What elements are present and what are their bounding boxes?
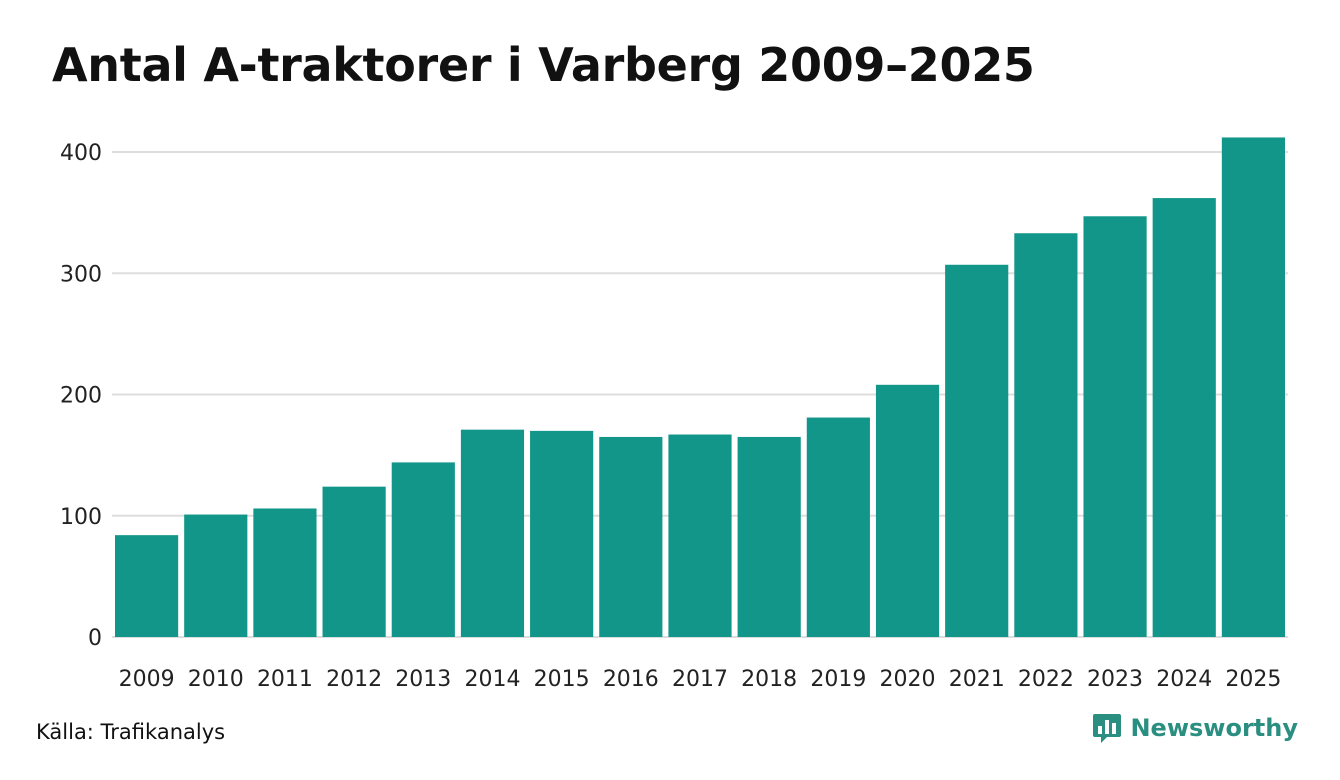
x-tick-label: 2020 <box>880 667 936 692</box>
bar-2013 <box>391 462 455 637</box>
bar-2021 <box>945 264 1009 637</box>
x-tick-label: 2014 <box>464 667 520 692</box>
bar-2009 <box>115 535 179 637</box>
bar-2018 <box>737 436 801 637</box>
x-tick-label: 2012 <box>326 667 382 692</box>
source-note: Källa: Trafikanalys <box>36 720 226 744</box>
bars <box>115 137 1285 638</box>
x-tick-label: 2016 <box>603 667 659 692</box>
bar-2017 <box>668 434 732 637</box>
bar-2010 <box>184 514 248 637</box>
x-tick-label: 2015 <box>534 667 590 692</box>
bar-2014 <box>460 429 525 637</box>
bar-2016 <box>599 436 663 637</box>
bar-2015 <box>530 430 594 637</box>
x-tick-label: 2018 <box>741 667 797 692</box>
bar-2022 <box>1014 233 1078 638</box>
brand-logo: Newsworthy <box>1092 712 1298 744</box>
x-tick-label: 2024 <box>1156 667 1212 692</box>
y-tick-label: 400 <box>60 141 102 166</box>
y-tick-label: 300 <box>60 262 102 287</box>
x-tick-label: 2021 <box>949 667 1005 692</box>
x-tick-label: 2022 <box>1018 667 1074 692</box>
brand-name: Newsworthy <box>1130 714 1298 742</box>
x-tick-label: 2010 <box>188 667 244 692</box>
x-tick-label: 2019 <box>810 667 866 692</box>
x-tick-label: 2011 <box>257 667 313 692</box>
bar-2011 <box>253 508 317 637</box>
bar-2012 <box>322 486 386 637</box>
bar-2024 <box>1152 198 1216 637</box>
x-tick-label: 2017 <box>672 667 728 692</box>
chart-title: Antal A-traktorer i Varberg 2009–2025 <box>52 38 1035 92</box>
bar-2023 <box>1083 216 1147 637</box>
bar-2025 <box>1221 137 1285 637</box>
x-tick-label: 2025 <box>1225 667 1281 692</box>
x-axis-labels: 2009 2010 2011 2012 2013 2014 2015 2016 2017 2018… <box>119 667 1282 692</box>
y-axis-labels: 0 100 200 300 400 <box>60 141 102 651</box>
y-tick-label: 100 <box>60 505 102 530</box>
x-tick-label: 2023 <box>1087 667 1143 692</box>
y-tick-label: 200 <box>60 384 102 409</box>
newsworthy-chat-bars-icon <box>1093 714 1122 743</box>
x-tick-label: 2013 <box>395 667 451 692</box>
bar-2019 <box>806 417 870 637</box>
bar-2020 <box>875 384 940 637</box>
y-tick-label: 0 <box>88 626 102 651</box>
x-tick-label: 2009 <box>119 667 175 692</box>
